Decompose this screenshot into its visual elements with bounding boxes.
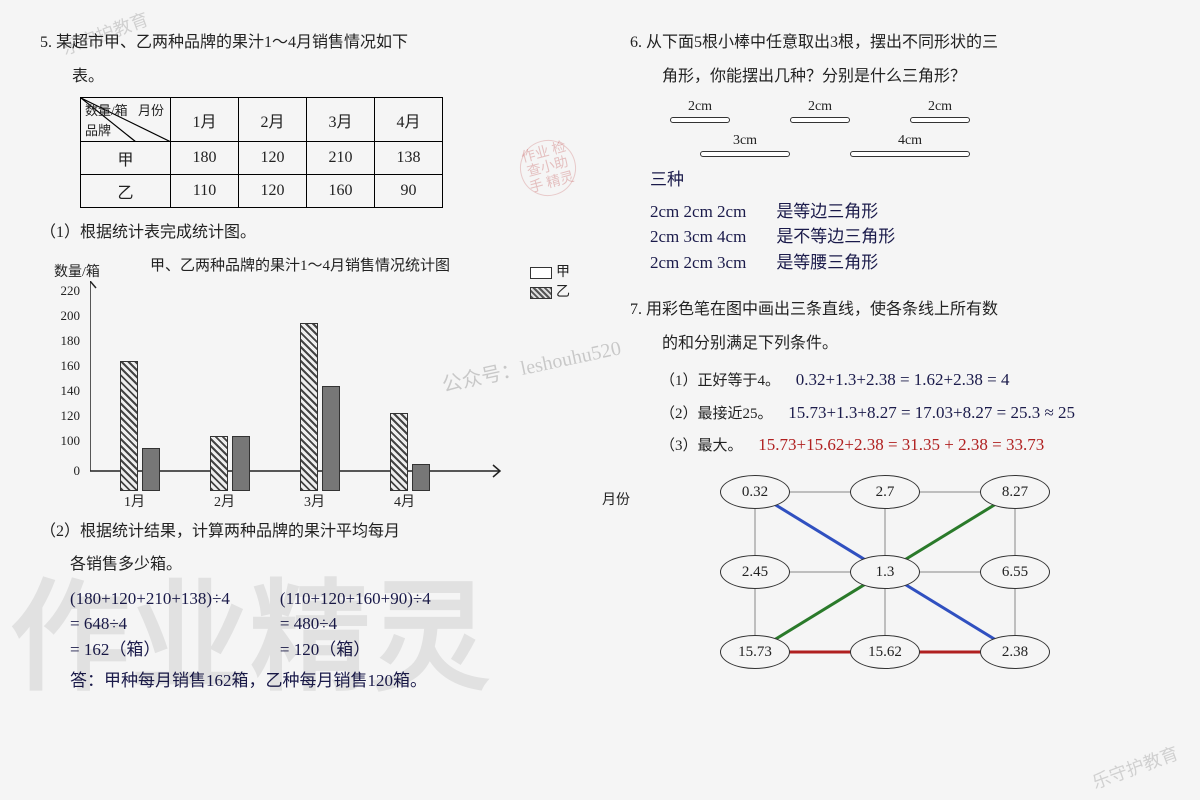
q5-sub2-l1: （2）根据统计结果，计算两种品牌的果汁平均每月 bbox=[40, 519, 600, 545]
stick: 3cm bbox=[700, 133, 790, 157]
bar-b bbox=[142, 448, 160, 491]
x-tick: 2月 bbox=[214, 491, 235, 511]
q7-number: 7. bbox=[630, 301, 642, 318]
q5-text-2: 表。 bbox=[40, 64, 600, 90]
row-b-label: 乙 bbox=[81, 175, 171, 208]
y-tick: 140 bbox=[40, 383, 80, 399]
left-column: 5. 某超市甲、乙两种品牌的果汁1～4月销售情况如下 表。 数量/箱 月份 品牌… bbox=[40, 30, 600, 780]
y-tick: 220 bbox=[40, 283, 80, 299]
bar-chart: 甲 乙 数量/箱 01001201401601802002201月2月3月4月 … bbox=[90, 281, 600, 491]
y-tick: 120 bbox=[40, 408, 80, 424]
month-4: 4月 bbox=[375, 98, 443, 142]
y-tick: 100 bbox=[40, 433, 80, 449]
stick: 2cm bbox=[910, 99, 970, 123]
bar-a bbox=[390, 413, 408, 491]
q6-text: 6. 从下面5根小棒中任意取出3根，摆出不同形状的三 bbox=[630, 30, 1160, 56]
right-column: 6. 从下面5根小棒中任意取出3根，摆出不同形状的三 角形，你能摆出几种？分别是… bbox=[630, 30, 1160, 780]
stick: 4cm bbox=[850, 133, 970, 157]
stick: 2cm bbox=[790, 99, 850, 123]
q5-sub1: （1）根据统计表完成统计图。 bbox=[40, 220, 600, 246]
bar-a bbox=[210, 436, 228, 491]
month-1: 1月 bbox=[171, 98, 239, 142]
bar-b bbox=[412, 464, 430, 491]
bar-b bbox=[232, 436, 250, 491]
q5-data-table: 数量/箱 月份 品牌 1月 2月 3月 4月 甲 180 120 210 138… bbox=[80, 97, 443, 208]
y-tick: 180 bbox=[40, 333, 80, 349]
row-a-label: 甲 bbox=[81, 142, 171, 175]
chart-legend: 甲 乙 bbox=[530, 261, 570, 301]
q5-working: (180+120+210+138)÷4 = 648÷4 = 162（箱） (11… bbox=[70, 586, 600, 663]
bar-b bbox=[322, 386, 340, 491]
bar-a bbox=[120, 361, 138, 491]
sticks-diagram: 2cm2cm2cm3cm4cm bbox=[670, 99, 1160, 157]
month-2: 2月 bbox=[239, 98, 307, 142]
q6-number: 6. bbox=[630, 34, 642, 51]
q7-cond1: （1）正好等于4。 0.32+1.3+2.38 = 1.62+2.38 = 4 bbox=[660, 364, 1160, 396]
y-tick: 160 bbox=[40, 358, 80, 374]
y-tick: 200 bbox=[40, 308, 80, 324]
bar-a bbox=[300, 323, 318, 491]
y-axis-title: 数量/箱 bbox=[54, 261, 100, 281]
number-grid: 0.322.78.272.451.36.5515.7315.622.38 bbox=[720, 475, 1050, 695]
x-tick: 3月 bbox=[304, 491, 325, 511]
q7-text: 7. 用彩色笔在图中画出三条直线，使各条线上所有数 bbox=[630, 297, 1160, 323]
table-diag-header: 数量/箱 月份 品牌 bbox=[81, 98, 171, 142]
q6-answer: 三种 2cm 2cm 2cm是等边三角形 2cm 3cm 4cm是不等边三角形 … bbox=[650, 167, 1160, 275]
x-axis-title: 月份 bbox=[602, 489, 630, 509]
q5-number: 5. bbox=[40, 34, 52, 51]
q5-sub2-l2: 各销售多少箱。 bbox=[70, 552, 600, 578]
x-tick: 1月 bbox=[124, 491, 145, 511]
q5-answer: 答：甲种每月销售162箱，乙种每月销售120箱。 bbox=[70, 666, 600, 691]
stick: 2cm bbox=[670, 99, 730, 123]
q5-text: 5. 某超市甲、乙两种品牌的果汁1～4月销售情况如下 bbox=[40, 30, 600, 56]
q7-cond2: （2）最接近25。 15.73+1.3+8.27 = 17.03+8.27 = … bbox=[660, 397, 1160, 429]
y-tick: 0 bbox=[40, 463, 80, 479]
q7-cond3: （3）最大。 15.73+15.62+2.38 = 31.35 + 2.38 =… bbox=[660, 429, 1160, 461]
month-3: 3月 bbox=[307, 98, 375, 142]
x-tick: 4月 bbox=[394, 491, 415, 511]
